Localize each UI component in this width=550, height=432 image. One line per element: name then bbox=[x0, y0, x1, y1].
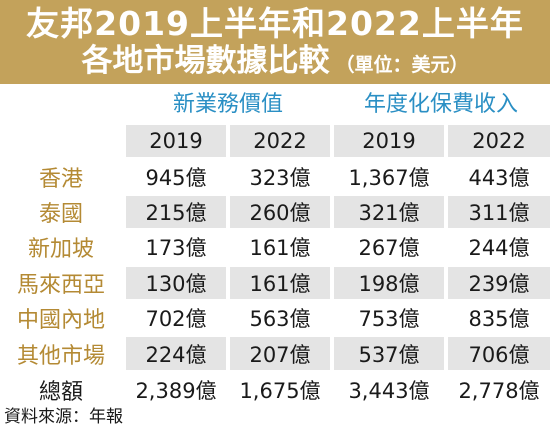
unit-label: （單位：美元） bbox=[335, 54, 469, 76]
source-note: 資料來源：年報 bbox=[4, 407, 123, 427]
region-label: 香港 bbox=[0, 157, 124, 195]
total-value-cell: 2,389億 bbox=[122, 369, 228, 407]
region-label: 其他市場 bbox=[0, 334, 124, 372]
value-cell: 443億 bbox=[444, 157, 550, 195]
value-cell: 835億 bbox=[444, 298, 550, 336]
region-label: 泰國 bbox=[0, 192, 124, 230]
region-label: 中國內地 bbox=[0, 298, 124, 336]
total-value-cell: 1,675億 bbox=[226, 369, 332, 407]
value-cell: 173億 bbox=[122, 228, 228, 266]
value-cell: 1,367億 bbox=[330, 157, 446, 195]
table-row: 其他市場 224億 207億 537億 706億 bbox=[0, 334, 550, 372]
table-row: 泰國 215億 260億 321億 311億 bbox=[0, 192, 550, 230]
table-row: 新加坡 173億 161億 267億 244億 bbox=[0, 228, 550, 266]
total-row: 總額 2,389億 1,675億 3,443億 2,778億 bbox=[0, 369, 550, 407]
value-cell: 267億 bbox=[330, 228, 446, 266]
title-banner: 友邦2019上半年和2022上半年 各地市場數據比較 （單位：美元） bbox=[0, 0, 550, 84]
value-cell: 945億 bbox=[122, 157, 228, 195]
value-cell: 706億 bbox=[444, 334, 550, 372]
value-cell: 161億 bbox=[226, 228, 332, 266]
region-label: 馬來西亞 bbox=[0, 263, 124, 301]
table-row: 中國內地 702億 563億 753億 835億 bbox=[0, 298, 550, 336]
value-cell: 537億 bbox=[330, 334, 446, 372]
title-line-2: 各地市場數據比較 （單位：美元） bbox=[0, 42, 550, 84]
year-header: 2019 bbox=[330, 121, 446, 159]
title-line-2-text: 各地市場數據比較 bbox=[81, 43, 330, 79]
year-header: 2022 bbox=[444, 121, 550, 159]
value-cell: 207億 bbox=[226, 334, 332, 372]
value-cell: 130億 bbox=[122, 263, 228, 301]
value-cell: 321億 bbox=[330, 192, 446, 230]
value-cell: 563億 bbox=[226, 298, 332, 336]
table-row: 馬來西亞 130億 161億 198億 239億 bbox=[0, 263, 550, 301]
value-cell: 198億 bbox=[330, 263, 446, 301]
group-header-premium: 年度化保費收入 bbox=[363, 92, 518, 117]
value-cell: 753億 bbox=[330, 298, 446, 336]
value-cell: 224億 bbox=[122, 334, 228, 372]
data-table: 2019 2022 2019 2022 香港 945億 323億 1,367億 … bbox=[0, 121, 550, 407]
region-label: 新加坡 bbox=[0, 228, 124, 266]
year-header: 2019 bbox=[122, 121, 228, 159]
group-header-new-business: 新業務價值 bbox=[172, 92, 283, 117]
table-row: 香港 945億 323億 1,367億 443億 bbox=[0, 157, 550, 195]
value-cell: 239億 bbox=[444, 263, 550, 301]
value-cell: 702億 bbox=[122, 298, 228, 336]
value-cell: 161億 bbox=[226, 263, 332, 301]
title-line-1: 友邦2019上半年和2022上半年 bbox=[26, 4, 524, 43]
value-cell: 311億 bbox=[444, 192, 550, 230]
year-header-row: 2019 2022 2019 2022 bbox=[0, 121, 550, 159]
region-header-cell bbox=[0, 121, 124, 159]
value-cell: 323億 bbox=[226, 157, 332, 195]
value-cell: 215億 bbox=[122, 192, 228, 230]
value-cell: 244億 bbox=[444, 228, 550, 266]
total-label: 總額 bbox=[0, 369, 124, 407]
value-cell: 260億 bbox=[226, 192, 332, 230]
year-header: 2022 bbox=[226, 121, 332, 159]
total-value-cell: 3,443億 bbox=[330, 369, 446, 407]
total-value-cell: 2,778億 bbox=[444, 369, 550, 407]
